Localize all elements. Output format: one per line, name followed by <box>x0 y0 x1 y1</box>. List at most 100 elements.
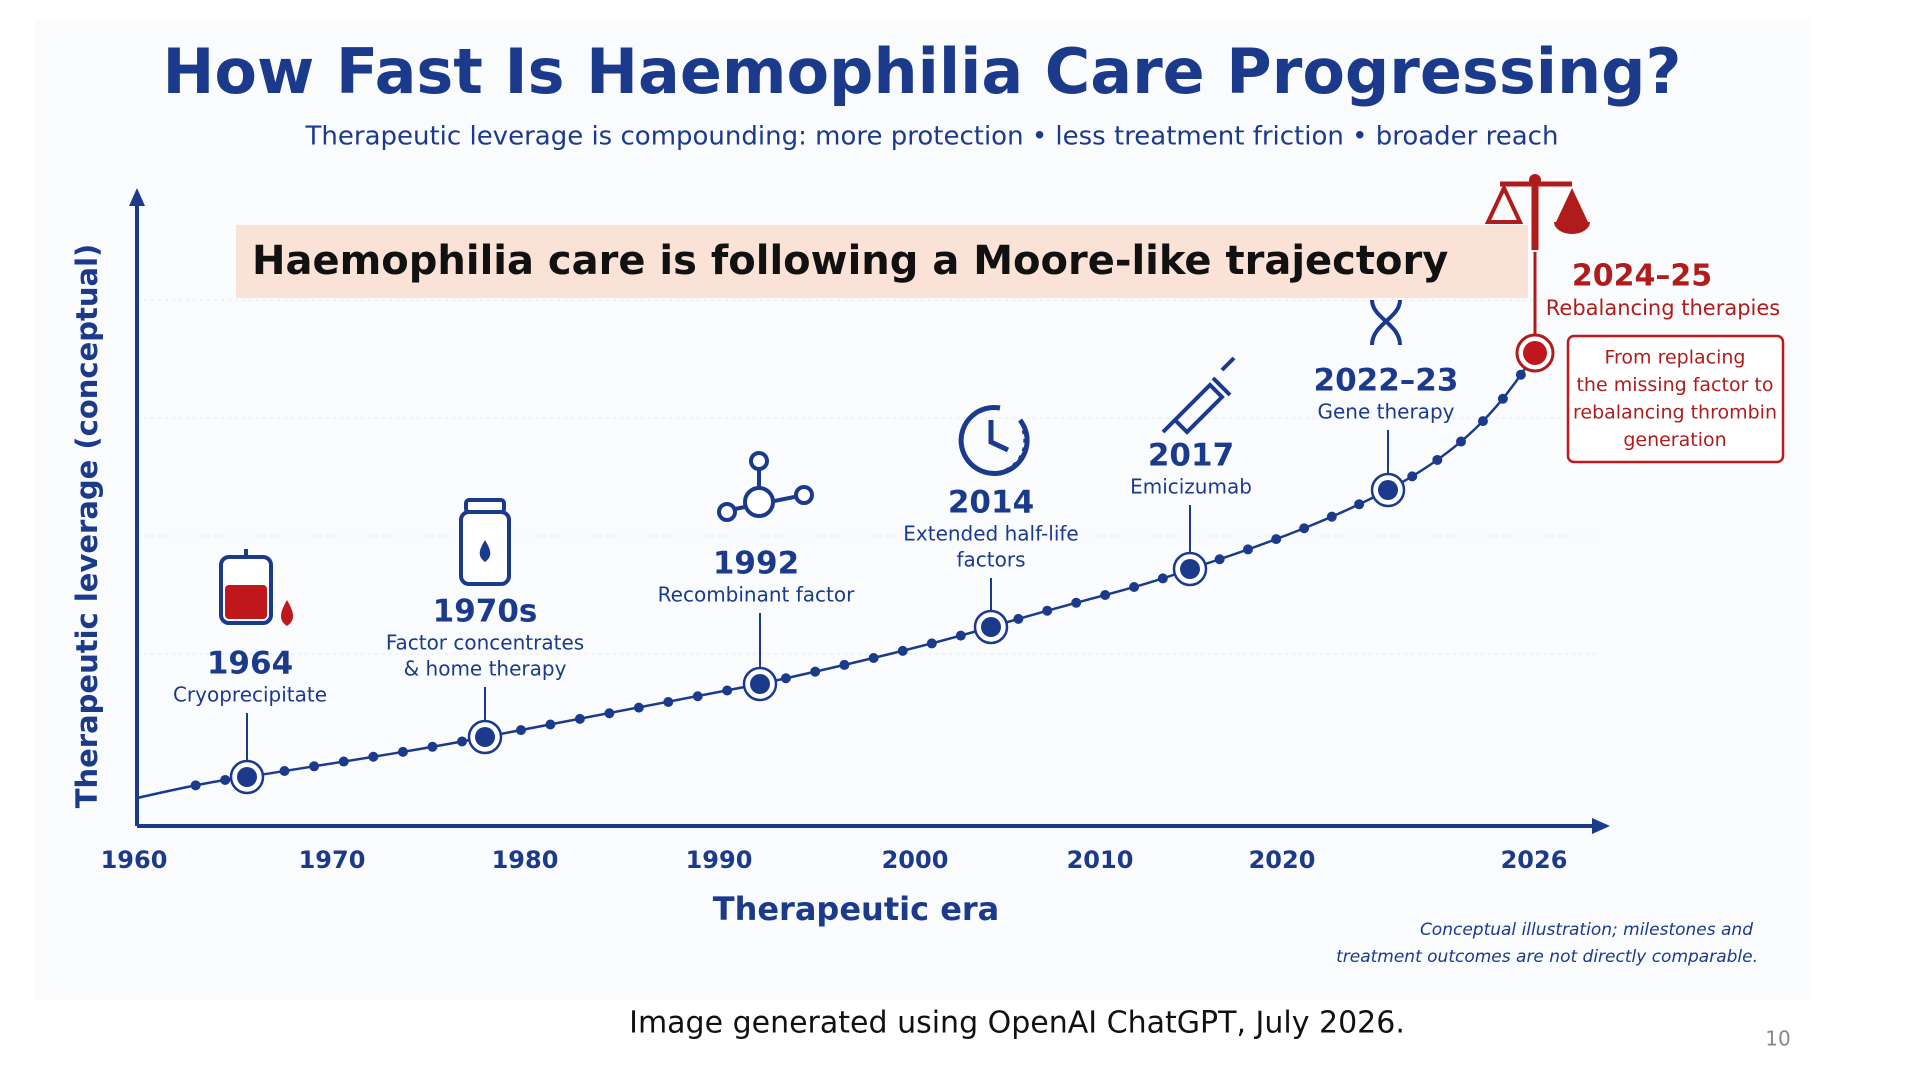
trajectory-dot <box>1271 534 1282 545</box>
x-ticks: 1960 1970 1980 1990 2000 2010 2020 2026 <box>101 846 1568 874</box>
trajectory-dot <box>1042 605 1053 616</box>
trajectory-dot <box>1157 573 1168 584</box>
trajectory-dot <box>1013 613 1024 624</box>
milestone-point <box>237 767 257 787</box>
title: How Fast Is Haemophilia Care Progressing… <box>163 35 1682 108</box>
y-axis-arrow <box>129 188 145 206</box>
milestone-year: 2022–23 <box>1314 363 1459 399</box>
milestone-point <box>750 674 770 694</box>
note: Conceptual illustration; milestones and t… <box>1336 920 1758 967</box>
trajectory-dot <box>897 645 908 656</box>
trajectory-dot <box>515 725 526 736</box>
milestone-point <box>1180 559 1200 579</box>
x-tick-label: 2020 <box>1249 846 1316 874</box>
milestone-label: factors <box>956 548 1025 572</box>
grid <box>137 299 1600 655</box>
trajectory-dot <box>663 696 674 707</box>
trajectory-dot <box>1407 471 1418 482</box>
trajectory-dot <box>1299 523 1310 534</box>
icon-dna <box>1370 299 1402 346</box>
trajectory-dot <box>1515 369 1526 380</box>
milestone-label: Gene therapy <box>1318 400 1455 424</box>
icon-syringe <box>1161 356 1236 435</box>
trajectory-dot <box>309 761 320 772</box>
trajectory-dot <box>1497 393 1508 404</box>
note-line: Conceptual illustration; milestones and <box>1420 920 1753 940</box>
milestone-label: Cryoprecipitate <box>173 683 327 707</box>
note-line: treatment outcomes are not directly comp… <box>1336 947 1758 967</box>
highlight-box-line: generation <box>1623 429 1726 451</box>
trajectory-dot <box>955 630 966 641</box>
milestone-label: Factor concentrates <box>386 631 584 655</box>
icon-scales <box>1484 174 1590 250</box>
milestone-year: 2014 <box>948 485 1034 521</box>
x-axis-label: Therapeutic era <box>713 890 1000 928</box>
trajectory-dot <box>1326 511 1337 522</box>
icon-vial <box>459 498 511 586</box>
trajectory-dot <box>868 653 879 664</box>
subtitle: Therapeutic leverage is compounding: mor… <box>305 122 1559 152</box>
trajectory-dot <box>810 666 821 677</box>
trajectory-dot <box>1214 554 1225 565</box>
milestone-point <box>475 727 495 747</box>
trajectory-dot <box>1243 544 1254 555</box>
highlight-box-text: From replacing the missing factor to rebal… <box>1573 347 1777 452</box>
trajectory-dot <box>338 756 349 767</box>
trajectory-dot <box>1100 589 1111 600</box>
x-tick-label: 2010 <box>1067 846 1134 874</box>
milestone-label: Emicizumab <box>1130 475 1252 499</box>
milestone-year: 1992 <box>713 546 799 582</box>
page-number: 10 <box>1765 1027 1790 1051</box>
milestone-point <box>1378 480 1398 500</box>
x-axis-arrow <box>1592 818 1610 834</box>
trajectory-dot <box>692 691 703 702</box>
y-axis-label: Therapeutic leverage (conceptual) <box>70 244 104 809</box>
highlight-point <box>1523 341 1547 365</box>
milestone-year: 1970s <box>433 594 538 630</box>
trajectory-dot <box>220 774 231 785</box>
trajectory-dot <box>279 765 290 776</box>
x-tick-label: 1980 <box>492 846 559 874</box>
highlight-label: Rebalancing therapies <box>1546 296 1780 320</box>
milestone-label: Extended half-life <box>903 522 1078 546</box>
icon-blood-bag <box>219 549 294 626</box>
x-tick-label: 1970 <box>299 846 366 874</box>
highlight-box-line: From replacing <box>1604 347 1745 369</box>
trajectory-dot <box>839 659 850 670</box>
milestone-label: Recombinant factor <box>658 583 855 607</box>
trajectory-dot <box>926 638 937 649</box>
trajectory-dots <box>190 369 1526 791</box>
trajectory-dot <box>427 741 438 752</box>
milestone-point <box>981 617 1001 637</box>
x-tick-label: 2026 <box>1501 846 1568 874</box>
trajectory-dot <box>722 685 733 696</box>
milestone-year: 1964 <box>207 646 293 682</box>
trajectory-dot <box>633 702 644 713</box>
trajectory-dot <box>1432 454 1443 465</box>
trajectory-dot <box>1129 582 1140 593</box>
trajectory-dot <box>1456 436 1467 447</box>
x-tick-label: 1990 <box>686 846 753 874</box>
trajectory-dot <box>545 719 556 730</box>
trajectory-dot <box>368 751 379 762</box>
callout: Haemophilia care is following a Moore-li… <box>252 238 1448 284</box>
trajectory-dot <box>397 746 408 757</box>
trajectory-dot <box>1354 499 1365 510</box>
icon-clock <box>958 404 1030 476</box>
x-tick-label: 2000 <box>882 846 949 874</box>
footer: Image generated using OpenAI ChatGPT, Ju… <box>629 1006 1405 1041</box>
highlight-box <box>1566 334 1785 464</box>
callout-box <box>236 225 1528 298</box>
milestone-year: 2017 <box>1148 438 1234 474</box>
trajectory-dot <box>604 708 615 719</box>
trajectory-dot <box>457 736 468 747</box>
highlight-box-line: the missing factor to <box>1576 374 1773 396</box>
trajectory-dot <box>780 673 791 684</box>
milestone-label: & home therapy <box>404 657 567 681</box>
trajectory-dot <box>1477 416 1488 427</box>
highlight-box-line: rebalancing thrombin <box>1573 402 1777 424</box>
highlight-year: 2024–25 <box>1572 259 1712 294</box>
